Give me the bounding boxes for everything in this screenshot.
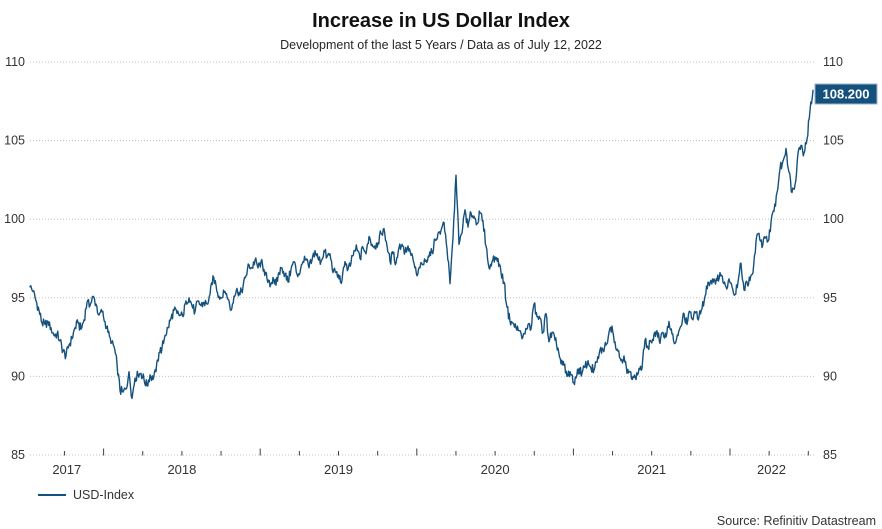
y-axis-label-right-90: 90 (823, 369, 837, 383)
x-axis-label-2018: 2018 (167, 462, 196, 477)
y-axis-label-left-105: 105 (4, 134, 25, 148)
y-axis-label-right-105: 105 (823, 134, 844, 148)
plot-area: 85 85 90 90 95 95 100 100 105 105 110 110 2017 2018 20… (4, 55, 844, 477)
x-axis-label-2017: 2017 (52, 462, 81, 477)
y-axis-label-left-95: 95 (11, 291, 25, 305)
chart-title: Increase in US Dollar Index (312, 10, 570, 32)
y-axis-label-right-95: 95 (823, 291, 837, 305)
end-value-label-box (814, 83, 878, 105)
end-value-label: 108.200 (814, 83, 878, 105)
y-axis-label-right-110: 110 (823, 55, 843, 69)
legend: USD-Index (38, 488, 135, 502)
end-value-label-text: 108.200 (823, 87, 870, 102)
y-axis-label-right-85: 85 (823, 448, 837, 462)
source-text: Source: Refinitiv Datastream (717, 514, 876, 528)
y-axis-label-left-100: 100 (4, 212, 25, 226)
y-axis-label-right-100: 100 (823, 212, 844, 226)
x-axis-label-2020: 2020 (481, 462, 510, 477)
x-axis-label-2021: 2021 (637, 462, 666, 477)
y-axis-label-left-110: 110 (5, 55, 25, 69)
usd-index-line (29, 89, 814, 400)
y-axis-label-left-85: 85 (11, 448, 25, 462)
x-axis-label-2019: 2019 (324, 462, 353, 477)
x-axis-label-2022: 2022 (757, 462, 786, 477)
y-axis-label-left-90: 90 (11, 369, 25, 383)
legend-label: USD-Index (73, 488, 135, 502)
chart-subtitle: Development of the last 5 Years / Data a… (280, 38, 602, 52)
